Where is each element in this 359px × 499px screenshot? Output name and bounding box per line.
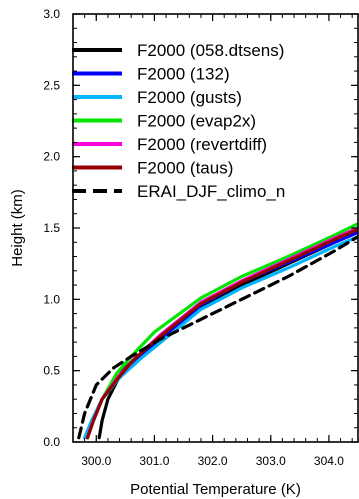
y-tick-label: 2.5: [43, 78, 60, 92]
x-tick-label: 301.0: [139, 454, 169, 468]
legend-label-6: F2000 (taus): [137, 159, 233, 178]
legend-label-1: F2000 (058.dtsens): [137, 41, 284, 60]
y-axis-title: Height (km): [9, 189, 26, 267]
axis-ticks: 300.0 301.0 302.0 303.0 304.0 0.0 0.5 1.0 1.5 2.0…: [43, 7, 358, 468]
legend-label-3: F2000 (gusts): [137, 88, 242, 107]
x-tick-label: 303.0: [256, 454, 286, 468]
legend-label-7: ERAI_DJF_climo_n: [137, 182, 285, 201]
x-tick-label: 304.0: [314, 454, 344, 468]
legend: F2000 (058.dtsens) F2000 (132) F2000 (gust…: [72, 41, 285, 201]
series-line-6: [85, 227, 358, 440]
series-layer: [77, 222, 358, 440]
series-line-3: [82, 235, 358, 440]
legend-label-2: F2000 (132): [137, 65, 230, 84]
series-line-1: [97, 230, 358, 440]
series-line-7: [77, 235, 358, 440]
y-tick-label: 1.5: [43, 221, 60, 235]
y-tick-label: 0.0: [43, 435, 60, 449]
series-line-2: [85, 230, 358, 440]
y-tick-label: 1.0: [43, 292, 60, 306]
legend-label-5: F2000 (revertdiff): [137, 135, 267, 154]
y-tick-label: 0.5: [43, 364, 60, 378]
legend-label-4: F2000 (evap2x): [137, 112, 256, 131]
x-tick-label: 300.0: [81, 454, 111, 468]
x-tick-label: 302.0: [198, 454, 228, 468]
y-tick-label: 2.0: [43, 150, 60, 164]
y-tick-label: 3.0: [43, 7, 60, 21]
x-axis-title: Potential Temperature (K): [130, 481, 301, 498]
